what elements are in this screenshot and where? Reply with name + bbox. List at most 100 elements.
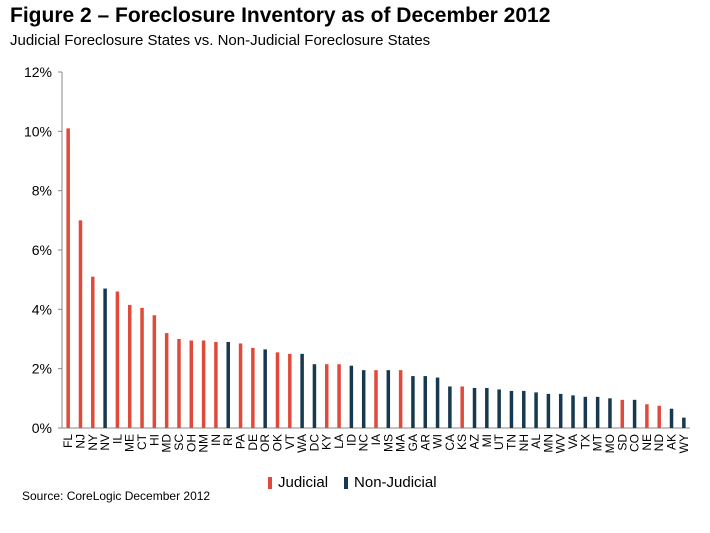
x-tick-label: AK	[665, 434, 679, 450]
legend-item-non-judicial: Non-Judicial	[344, 474, 437, 491]
bar-la	[337, 364, 341, 428]
x-tick-label: CA	[443, 434, 457, 451]
x-tick-label: IL	[110, 434, 124, 444]
bar-ks	[460, 386, 464, 428]
y-tick-label: 0%	[32, 420, 52, 436]
bar-ct	[140, 307, 144, 428]
x-tick-label: MT	[591, 433, 605, 451]
bar-ar	[423, 376, 428, 428]
bar-or	[263, 349, 267, 428]
x-tick-label: MO	[603, 434, 617, 453]
x-tick-label: ND	[652, 434, 666, 452]
x-tick-label: RI	[221, 434, 235, 446]
bar-md	[164, 333, 169, 428]
x-tick-label: MS	[381, 434, 395, 452]
bar-id	[349, 365, 354, 428]
x-tick-label: TX	[578, 434, 592, 449]
x-tick-label: IN	[209, 434, 223, 446]
x-tick-label: MD	[160, 434, 174, 453]
bar-ok	[275, 352, 280, 428]
x-tick-label: NC	[357, 434, 371, 452]
legend-label-non-judicial: Non-Judicial	[354, 474, 437, 491]
source-note: Source: CoreLogic December 2012	[22, 489, 211, 503]
y-tick-label: 8%	[32, 183, 52, 199]
bar-me	[127, 304, 132, 428]
legend-swatch-judicial	[268, 476, 272, 489]
bar-ak	[669, 408, 674, 428]
x-tick-label: WY	[677, 434, 691, 453]
bars	[66, 128, 686, 428]
bar-ca	[448, 386, 452, 428]
x-tick-label: DE	[246, 434, 260, 451]
x-tick-label: NM	[197, 434, 211, 453]
x-tick-label: NY	[86, 434, 100, 451]
x-tick-label: SC	[172, 434, 186, 451]
x-tick-label: AR	[418, 434, 432, 451]
bar-oh	[189, 340, 194, 428]
x-tick-label: GA	[406, 434, 420, 451]
bar-nc	[361, 370, 366, 428]
x-tick-label: LA	[332, 434, 346, 449]
x-tick-label: OH	[184, 434, 198, 452]
bar-nj	[78, 220, 83, 428]
bar-ne	[645, 404, 649, 428]
bar-pa	[238, 343, 243, 428]
x-axis-labels: FLNJNYNVILMECTHIMDSCOHNMINRIPADEOROKVTWA…	[61, 433, 691, 453]
bar-ri	[226, 341, 230, 428]
bar-ms	[386, 370, 391, 428]
bar-wy	[682, 417, 686, 428]
chart-title: Figure 2 – Foreclosure Inventory as of D…	[10, 4, 551, 27]
x-tick-label: MI	[480, 434, 494, 447]
bar-ut	[497, 389, 501, 428]
bar-vt	[288, 353, 292, 428]
x-tick-label: WI	[431, 434, 445, 449]
x-tick-label: WV	[554, 434, 568, 453]
bar-al	[534, 392, 538, 428]
x-tick-label: DC	[307, 434, 321, 452]
x-tick-label: KY	[320, 434, 334, 450]
x-tick-label: MA	[394, 434, 408, 452]
y-tick-label: 4%	[32, 301, 52, 317]
bar-hi	[152, 315, 157, 428]
y-axis: 0% 2% 4% 6% 8% 10% 12%	[24, 64, 690, 436]
x-tick-label: AZ	[468, 434, 482, 449]
x-tick-label: OR	[258, 434, 272, 452]
bar-de	[251, 347, 255, 428]
bar-sd	[620, 399, 625, 428]
bar-ky	[324, 364, 329, 428]
x-tick-label: AL	[529, 434, 543, 449]
legend-swatch-non-judicial	[344, 476, 349, 489]
bar-nv	[103, 288, 107, 428]
x-tick-label: HI	[147, 434, 161, 446]
bar-wv	[558, 393, 563, 428]
bar-tn	[509, 390, 514, 428]
x-tick-label: NJ	[73, 434, 87, 449]
y-tick-label: 2%	[32, 361, 52, 377]
bar-nd	[657, 405, 661, 428]
bar-wa	[300, 353, 304, 428]
bar-nh	[522, 390, 526, 428]
bar-wi	[435, 377, 440, 428]
x-tick-label: NV	[98, 434, 112, 451]
bar-il	[115, 291, 120, 428]
y-tick-label: 12%	[24, 64, 52, 80]
x-tick-label: CO	[628, 434, 642, 452]
bar-va	[571, 395, 575, 428]
x-tick-label: ID	[344, 434, 358, 446]
x-tick-label: KS	[455, 434, 469, 450]
x-tick-label: ME	[123, 434, 137, 452]
bar-nm	[201, 340, 206, 428]
bar-mi	[485, 387, 489, 428]
x-tick-label: MN	[541, 434, 555, 453]
x-tick-label: CT	[135, 433, 149, 450]
bar-co	[632, 399, 637, 428]
bar-dc	[312, 364, 317, 428]
x-tick-label: VA	[566, 434, 580, 449]
legend-item-judicial: Judicial	[268, 474, 328, 491]
x-tick-label: OK	[270, 434, 284, 451]
legend-label-judicial: Judicial	[278, 474, 329, 491]
x-tick-label: WA	[295, 434, 309, 453]
legend: Judicial Non-Judicial	[268, 474, 437, 491]
bar-ma	[398, 370, 403, 428]
